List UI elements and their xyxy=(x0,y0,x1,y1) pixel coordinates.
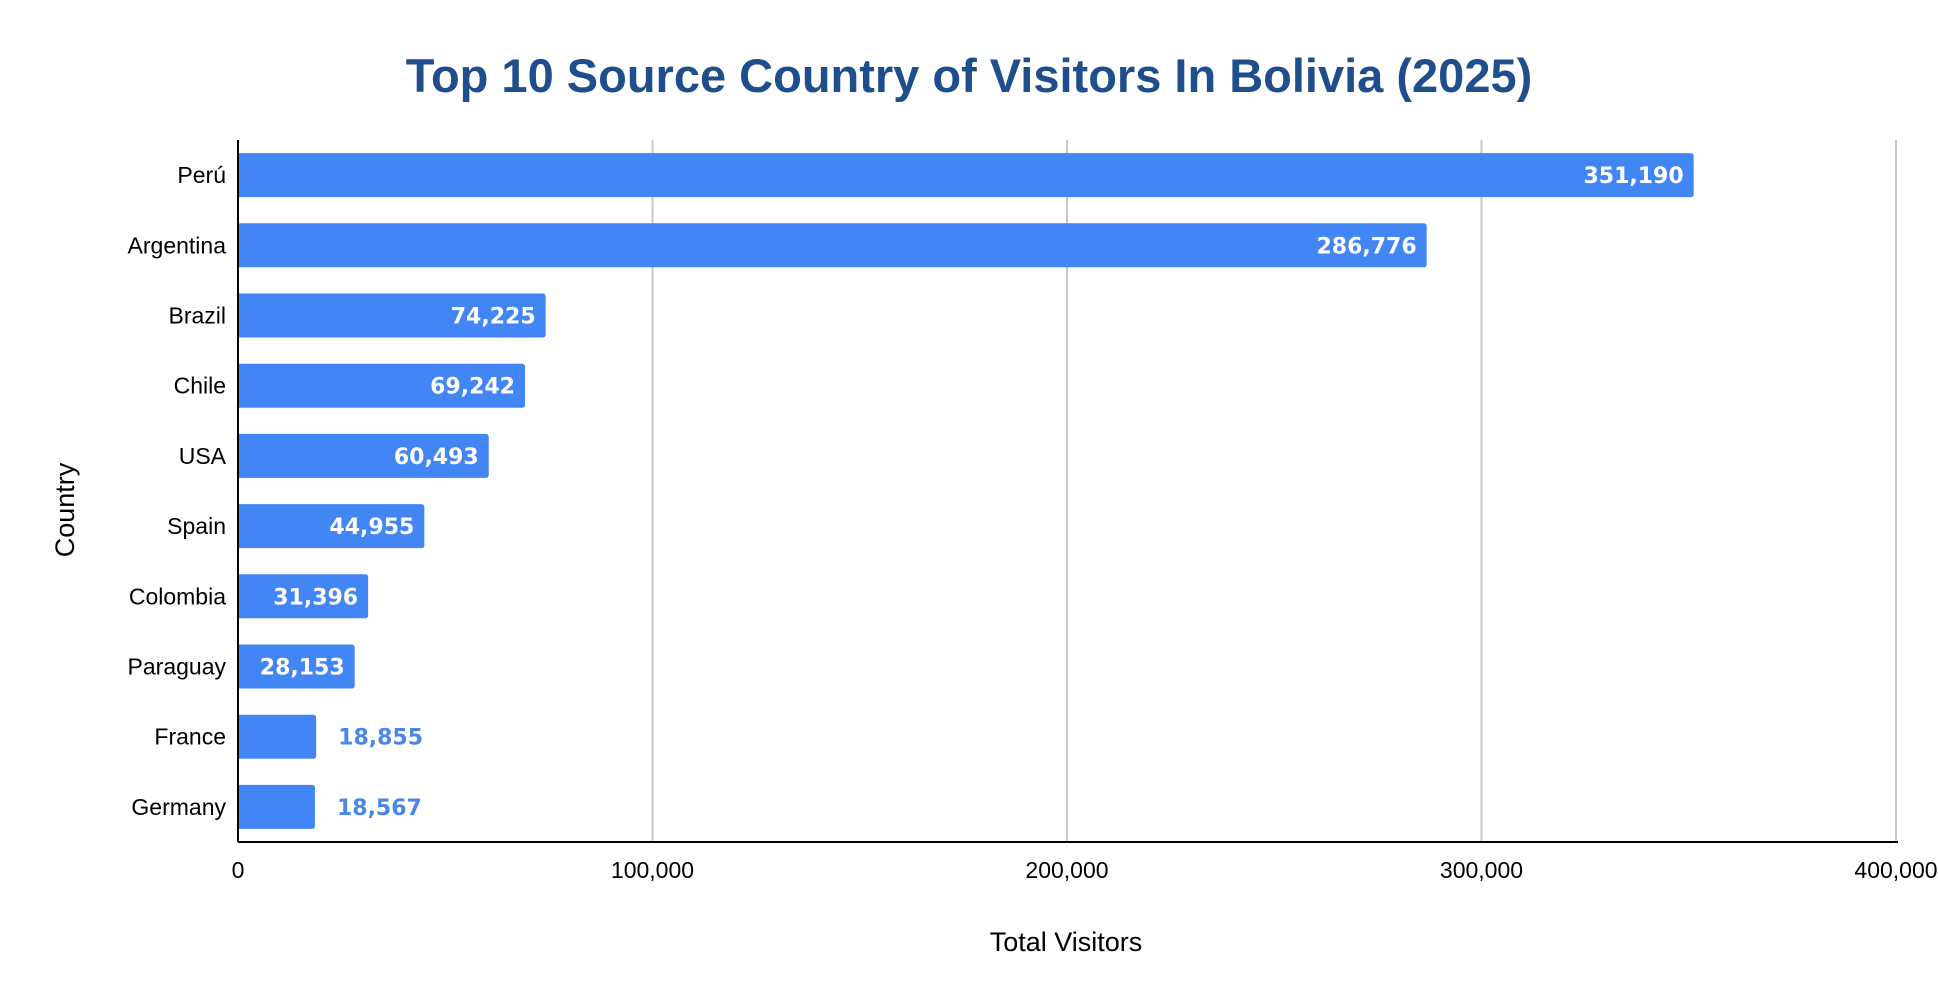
y-tick-label: USA xyxy=(179,443,227,469)
bar xyxy=(238,293,546,338)
data-label: 351,190 xyxy=(1583,164,1683,189)
data-label: 286,776 xyxy=(1316,234,1416,259)
data-label: 74,225 xyxy=(451,305,536,330)
bar xyxy=(238,784,315,829)
x-tick-label: 100,000 xyxy=(611,857,694,883)
y-tick-label: Brazil xyxy=(168,303,226,329)
x-tick-label: 200,000 xyxy=(1025,857,1108,883)
data-label: 60,493 xyxy=(394,445,479,470)
chart-title: Top 10 Source Country of Visitors In Bol… xyxy=(405,49,1533,102)
y-tick-label: Argentina xyxy=(128,232,227,258)
y-tick-label: Colombia xyxy=(129,583,226,609)
y-tick-label: France xyxy=(154,724,226,750)
data-label: 18,567 xyxy=(337,796,422,821)
bar xyxy=(238,504,425,549)
y-axis-title: Country xyxy=(50,462,80,557)
data-label: 31,396 xyxy=(273,585,358,610)
data-label: 69,242 xyxy=(430,375,515,400)
x-tick-label: 400,000 xyxy=(1854,857,1937,883)
bar xyxy=(238,714,317,759)
axes xyxy=(237,140,1898,843)
labels: 0 100,000 200,000 300,000 400,000 Perú 351,190… xyxy=(128,162,1938,883)
y-tick-label: Germany xyxy=(131,794,226,820)
y-tick-label: Spain xyxy=(167,513,226,539)
data-label: 28,153 xyxy=(260,656,345,681)
y-tick-label: Paraguay xyxy=(128,654,227,680)
bar xyxy=(238,153,1694,198)
y-tick-label: Chile xyxy=(174,373,226,399)
bar xyxy=(238,644,355,689)
bar xyxy=(238,574,369,619)
bar xyxy=(238,363,526,408)
x-tick-label: 300,000 xyxy=(1440,857,1523,883)
data-label: 44,955 xyxy=(329,515,414,540)
bars xyxy=(238,153,1694,829)
x-axis-title: Total Visitors xyxy=(990,927,1143,957)
y-tick-label: Perú xyxy=(177,162,226,188)
bar xyxy=(238,223,1427,268)
x-tick-label: 0 xyxy=(232,857,245,883)
bar xyxy=(238,433,489,478)
data-label: 18,855 xyxy=(338,726,423,751)
